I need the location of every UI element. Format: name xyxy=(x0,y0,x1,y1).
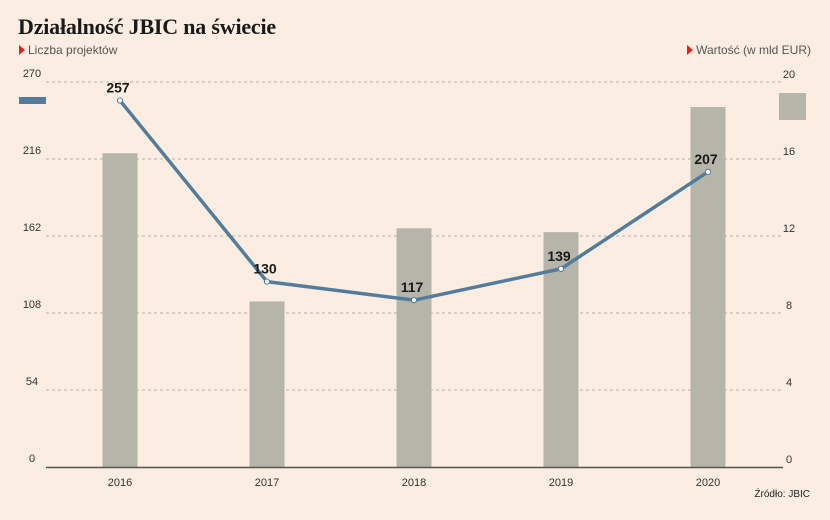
legend-right: Wartość (w mld EUR) xyxy=(687,43,811,57)
data-label: 139 xyxy=(547,248,571,264)
data-label: 117 xyxy=(401,279,424,295)
x-tick-label: 2018 xyxy=(402,477,426,489)
x-tick-label: 2017 xyxy=(255,477,279,489)
bar-series-swatch xyxy=(779,93,806,120)
bar xyxy=(249,301,285,467)
y-left-tick-label: 54 xyxy=(26,376,38,388)
y-right-tick-label: 20 xyxy=(783,69,795,81)
y-right-tick-label: 16 xyxy=(783,146,795,158)
x-tick-label: 2020 xyxy=(696,477,720,489)
data-label: 207 xyxy=(694,151,718,167)
x-tick-label: 2019 xyxy=(549,477,573,489)
legend-label-value: Wartość (w mld EUR) xyxy=(696,43,811,57)
data-label: 130 xyxy=(253,261,277,277)
line-point xyxy=(557,265,565,272)
y-left-tick-label: 162 xyxy=(23,222,41,234)
triangle-marker-icon xyxy=(687,45,694,55)
x-tick-label: 2016 xyxy=(108,477,132,489)
legend-left: Liczba projektów xyxy=(19,43,117,57)
y-left-tick-label: 216 xyxy=(23,145,41,157)
y-right-tick-label: 8 xyxy=(786,300,792,312)
chart-title: Działalność JBIC na świecie xyxy=(18,14,276,39)
triangle-marker-icon xyxy=(19,45,25,55)
line-point xyxy=(263,278,271,285)
y-left-tick-label: 270 xyxy=(23,68,41,80)
data-label: 257 xyxy=(106,80,130,96)
y-right-tick-label: 4 xyxy=(786,377,792,389)
y-left-tick-label: 108 xyxy=(23,299,41,311)
y-right-tick-label: 0 xyxy=(786,454,792,466)
legend-label-projects: Liczba projektów xyxy=(28,43,118,57)
source-note: Źródło: JBIC xyxy=(754,489,810,500)
y-left-tick-label: 0 xyxy=(29,453,35,465)
line-point xyxy=(704,168,712,175)
line-series-swatch xyxy=(19,97,46,104)
y-right-tick-label: 12 xyxy=(783,223,795,235)
line-point xyxy=(116,97,124,104)
bar xyxy=(690,107,726,468)
bar xyxy=(396,228,432,467)
bar xyxy=(102,153,138,467)
line-point xyxy=(410,297,418,304)
